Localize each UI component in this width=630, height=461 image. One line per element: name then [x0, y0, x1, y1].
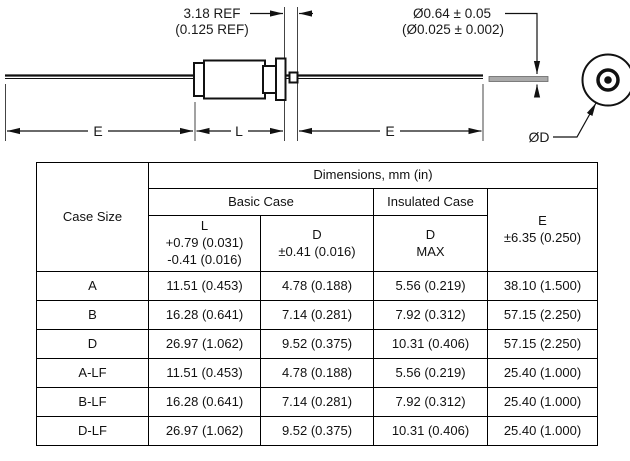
lead-gap-mm-label: 3.18 REF — [183, 6, 240, 21]
cell-e: 38.10 (1.500) — [487, 271, 598, 301]
group-header-basic-case: Basic Case — [148, 188, 374, 216]
lead-wires — [5, 74, 549, 82]
cell-l: 11.51 (0.453) — [148, 358, 261, 388]
col-d-basic-symbol: D — [312, 226, 322, 242]
col-d-ins-symbol: D — [425, 226, 436, 242]
table-row: B 16.28 (0.641) 7.14 (0.281) 7.92 (0.312… — [36, 300, 598, 330]
table-row: B-LF 16.28 (0.641) 7.14 (0.281) 7.92 (0.… — [36, 387, 598, 417]
cell-case: B-LF — [36, 387, 149, 417]
col-header-e: E ±6.35 (0.250) — [487, 188, 598, 272]
wire-diameter-annotation: Ø0.64 ± 0.05 (Ø0.025 ± 0.002) — [402, 6, 541, 98]
cell-d-basic: 7.14 (0.281) — [260, 387, 374, 417]
cell-case: B — [36, 300, 149, 330]
cell-d-basic: 9.52 (0.375) — [260, 329, 374, 359]
table-row: A-LF 11.51 (0.453) 4.78 (0.188) 5.56 (0.… — [36, 358, 598, 388]
component-dimension-drawing: E L E 3.18 REF (0.125 REF) Ø0.64 ± 0.05 … — [5, 6, 630, 145]
dim-label-e-left: E — [93, 123, 102, 139]
dimension-labels: E L E — [88, 123, 400, 139]
col-d-ins-max: MAX — [416, 243, 445, 259]
body-diameter-annotation: ØD — [529, 102, 597, 145]
lead-seal-bead — [288, 71, 299, 84]
col-header-case-size: Case Size — [36, 162, 149, 272]
cell-d-basic: 7.14 (0.281) — [260, 300, 374, 330]
cell-d-ins: 7.92 (0.312) — [373, 300, 488, 330]
col-header-l: L +0.79 (0.031) -0.41 (0.016) — [148, 215, 261, 272]
lead-gap-in-label: (0.125 REF) — [175, 22, 249, 37]
table-title-dimensions: Dimensions, mm (in) — [148, 162, 598, 189]
cell-case: A-LF — [36, 358, 149, 388]
cell-l: 11.51 (0.453) — [148, 271, 261, 301]
cell-case: A — [36, 271, 149, 301]
dim-label-l: L — [235, 123, 243, 139]
cell-e: 25.40 (1.000) — [487, 416, 598, 446]
wire-dia-mm-label: Ø0.64 ± 0.05 — [413, 6, 491, 21]
cell-d-basic: 9.52 (0.375) — [260, 416, 374, 446]
cell-l: 26.97 (1.062) — [148, 329, 261, 359]
cell-d-ins: 5.56 (0.219) — [373, 358, 488, 388]
cell-case: D — [36, 329, 149, 359]
table-row: D-LF 26.97 (1.062) 9.52 (0.375) 10.31 (0… — [36, 416, 598, 446]
cell-d-basic: 4.78 (0.188) — [260, 358, 374, 388]
cell-l: 16.28 (0.641) — [148, 300, 261, 330]
wire-dia-in-label: (Ø0.025 ± 0.002) — [402, 22, 504, 37]
cell-d-ins: 7.92 (0.312) — [373, 387, 488, 417]
cell-l: 26.97 (1.062) — [148, 416, 261, 446]
cell-e: 57.15 (2.250) — [487, 300, 598, 330]
cell-d-ins: 5.56 (0.219) — [373, 271, 488, 301]
col-e-tolerance: ±6.35 (0.250) — [503, 230, 582, 245]
cell-d-basic: 4.78 (0.188) — [260, 271, 374, 301]
capacitor-end-view — [581, 53, 630, 107]
cell-d-ins: 10.31 (0.406) — [373, 329, 488, 359]
col-l-tol-minus: -0.41 (0.016) — [167, 251, 242, 267]
cell-e: 57.15 (2.250) — [487, 329, 598, 359]
col-d-basic-tolerance: ±0.41 (0.016) — [278, 243, 356, 259]
cell-case: D-LF — [36, 416, 149, 446]
cell-d-ins: 10.31 (0.406) — [373, 416, 488, 446]
table-row: D 26.97 (1.062) 9.52 (0.375) 10.31 (0.40… — [36, 329, 598, 359]
cell-l: 16.28 (0.641) — [148, 387, 261, 417]
table-row: A 11.51 (0.453) 4.78 (0.188) 5.56 (0.219… — [36, 271, 598, 301]
col-e-symbol: E — [538, 213, 547, 229]
lead-gap-annotation: 3.18 REF (0.125 REF) — [175, 6, 313, 37]
group-header-insulated-case: Insulated Case — [373, 188, 488, 216]
col-l-symbol: L — [200, 218, 209, 234]
col-header-d-basic: D ±0.41 (0.016) — [260, 215, 374, 272]
dimensions-table: Case Size Dimensions, mm (in) Basic Case… — [36, 162, 598, 446]
body-dia-label: ØD — [529, 129, 550, 145]
wire-diameter-segment — [488, 76, 549, 82]
col-header-d-insulated: D MAX — [373, 215, 488, 272]
cell-e: 25.40 (1.000) — [487, 358, 598, 388]
dim-label-e-right: E — [385, 123, 394, 139]
cell-e: 25.40 (1.000) — [487, 387, 598, 417]
col-l-tol-plus: +0.79 (0.031) — [165, 235, 244, 251]
capacitor-body — [193, 57, 299, 101]
